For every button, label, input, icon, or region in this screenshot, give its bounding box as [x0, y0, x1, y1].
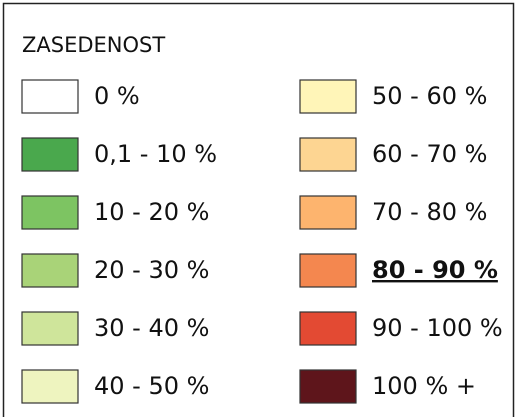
legend-swatch — [299, 137, 357, 172]
legend-label: 20 - 30 % — [94, 256, 209, 284]
legend-title: ZASEDENOST — [22, 33, 165, 57]
legend-label: 100 % + — [372, 372, 476, 400]
legend-swatch — [21, 369, 79, 404]
legend-swatch — [299, 369, 357, 404]
legend-swatch — [299, 195, 357, 230]
legend-label: 90 - 100 % — [372, 314, 503, 342]
legend-swatch — [299, 79, 357, 114]
legend-label: 70 - 80 % — [372, 198, 487, 226]
legend-label: 50 - 60 % — [372, 82, 487, 110]
legend-label: 30 - 40 % — [94, 314, 209, 342]
legend-swatch — [21, 195, 79, 230]
legend-label: 80 - 90 % — [372, 256, 498, 284]
legend-label: 10 - 20 % — [94, 198, 209, 226]
legend-swatch — [21, 311, 79, 346]
legend-label: 0 % — [94, 82, 140, 110]
legend-swatch — [299, 253, 357, 288]
legend-label: 40 - 50 % — [94, 372, 209, 400]
legend-swatch — [299, 311, 357, 346]
legend-swatch — [21, 79, 79, 114]
legend-label: 60 - 70 % — [372, 140, 487, 168]
legend-label: 0,1 - 10 % — [94, 140, 217, 168]
legend-swatch — [21, 137, 79, 172]
legend-swatch — [21, 253, 79, 288]
